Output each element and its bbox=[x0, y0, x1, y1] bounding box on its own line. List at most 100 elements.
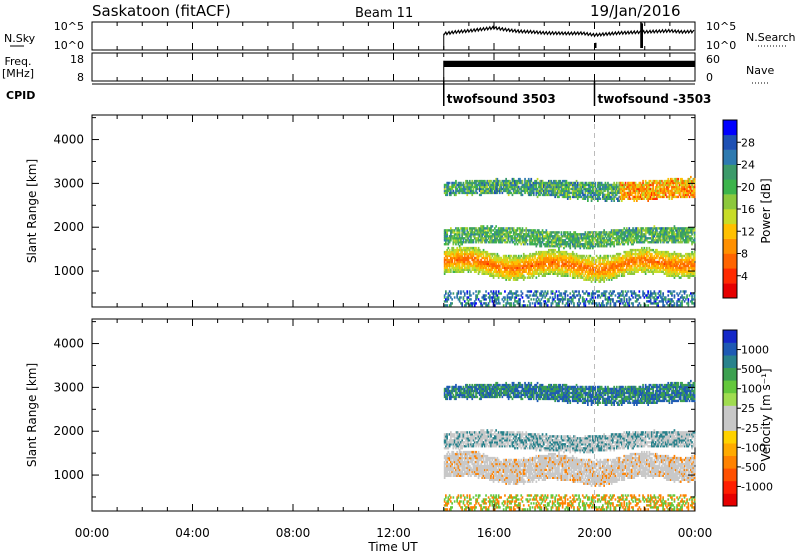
power-cell bbox=[526, 294, 529, 297]
power-cell bbox=[525, 179, 528, 183]
freq-unit: [MHz] bbox=[2, 67, 34, 80]
power-cell bbox=[571, 187, 574, 191]
power-cell bbox=[575, 260, 578, 264]
power-cell bbox=[484, 241, 486, 244]
power-cell bbox=[551, 256, 554, 260]
power-cell bbox=[564, 264, 567, 268]
power-cell bbox=[496, 266, 499, 270]
power-cell bbox=[561, 243, 564, 246]
power-cell bbox=[475, 250, 477, 254]
power-cell bbox=[543, 262, 545, 266]
power-cell bbox=[532, 270, 535, 273]
power-cell bbox=[527, 183, 530, 187]
power-cell bbox=[497, 296, 500, 299]
power-cell bbox=[456, 262, 458, 266]
power-cell bbox=[568, 237, 570, 240]
power-cell bbox=[560, 239, 563, 242]
power-cell bbox=[545, 243, 548, 246]
power-cell bbox=[480, 264, 482, 268]
power-cell bbox=[494, 179, 496, 183]
power-cell bbox=[489, 187, 491, 191]
power-cell bbox=[553, 193, 555, 197]
power-cell bbox=[551, 235, 554, 238]
power-cell bbox=[499, 272, 501, 275]
power-cell bbox=[447, 298, 450, 301]
power-cell bbox=[519, 187, 521, 191]
power-cell bbox=[458, 264, 461, 268]
power-cell bbox=[463, 266, 466, 270]
power-cell bbox=[539, 294, 541, 297]
power-cell bbox=[578, 298, 580, 301]
power-cell bbox=[491, 296, 494, 299]
power-cell bbox=[466, 185, 469, 189]
power-cell bbox=[549, 262, 551, 266]
power-cell bbox=[527, 177, 530, 181]
power-cell bbox=[499, 229, 501, 232]
power-cell bbox=[460, 248, 462, 252]
power-cell bbox=[529, 237, 531, 240]
power-cell bbox=[512, 304, 515, 307]
power-cell bbox=[450, 187, 452, 191]
power-cell bbox=[550, 252, 553, 256]
power-cell bbox=[585, 246, 588, 250]
power-cell bbox=[465, 187, 467, 191]
power-cell bbox=[460, 252, 462, 256]
power-cell bbox=[458, 229, 461, 232]
power-cell bbox=[507, 256, 510, 260]
nsky-line bbox=[443, 25, 695, 38]
power-cell bbox=[526, 276, 529, 279]
power-cell bbox=[485, 187, 487, 191]
power-cell bbox=[529, 294, 531, 297]
power-cell bbox=[456, 256, 458, 260]
power-cell bbox=[561, 298, 564, 301]
power-cell bbox=[476, 260, 479, 264]
power-cell bbox=[458, 181, 461, 185]
power-cell bbox=[495, 274, 497, 277]
power-cell bbox=[538, 191, 540, 195]
power-cell bbox=[556, 264, 559, 268]
power-cell bbox=[494, 292, 496, 295]
power-cell bbox=[524, 235, 526, 238]
power-cell bbox=[456, 264, 458, 268]
power-cell bbox=[505, 268, 507, 271]
power-cell bbox=[531, 233, 534, 236]
power-cell bbox=[445, 304, 447, 307]
power-cell bbox=[512, 254, 515, 258]
power-cell bbox=[514, 181, 516, 185]
power-cell bbox=[477, 239, 480, 242]
power-cell bbox=[509, 185, 511, 189]
power-cell bbox=[564, 298, 567, 301]
nsky-tick-bottom: 10^0 bbox=[54, 39, 84, 52]
power-cell bbox=[530, 264, 533, 268]
power-cell bbox=[571, 193, 574, 197]
power-cell bbox=[477, 233, 480, 236]
power-cell bbox=[462, 298, 465, 301]
power-cell bbox=[484, 298, 486, 301]
power-cell bbox=[575, 195, 578, 199]
power-cell bbox=[550, 191, 553, 195]
power-cell bbox=[490, 225, 492, 228]
power-cell bbox=[534, 243, 536, 246]
power-cell bbox=[560, 243, 563, 246]
power-cell bbox=[492, 258, 495, 262]
power-cell bbox=[506, 270, 509, 273]
power-cell bbox=[548, 193, 550, 197]
power-cell bbox=[520, 272, 523, 275]
power-cell bbox=[447, 185, 450, 189]
power-cell bbox=[535, 298, 538, 301]
power-cell bbox=[455, 191, 457, 195]
nave-tick-bottom: 0 bbox=[706, 71, 713, 84]
power-cell bbox=[546, 304, 549, 307]
power-cell bbox=[554, 296, 556, 299]
power-cell bbox=[583, 245, 585, 248]
power-cell bbox=[462, 290, 465, 293]
power-cell bbox=[507, 181, 510, 185]
power-cell bbox=[500, 227, 502, 230]
power-cell bbox=[463, 256, 466, 260]
power-cell bbox=[491, 239, 494, 242]
power-cell bbox=[470, 227, 472, 230]
power-cell bbox=[529, 239, 531, 242]
power-cell bbox=[531, 270, 534, 273]
power-cell bbox=[509, 292, 511, 295]
power-cell bbox=[545, 304, 548, 307]
